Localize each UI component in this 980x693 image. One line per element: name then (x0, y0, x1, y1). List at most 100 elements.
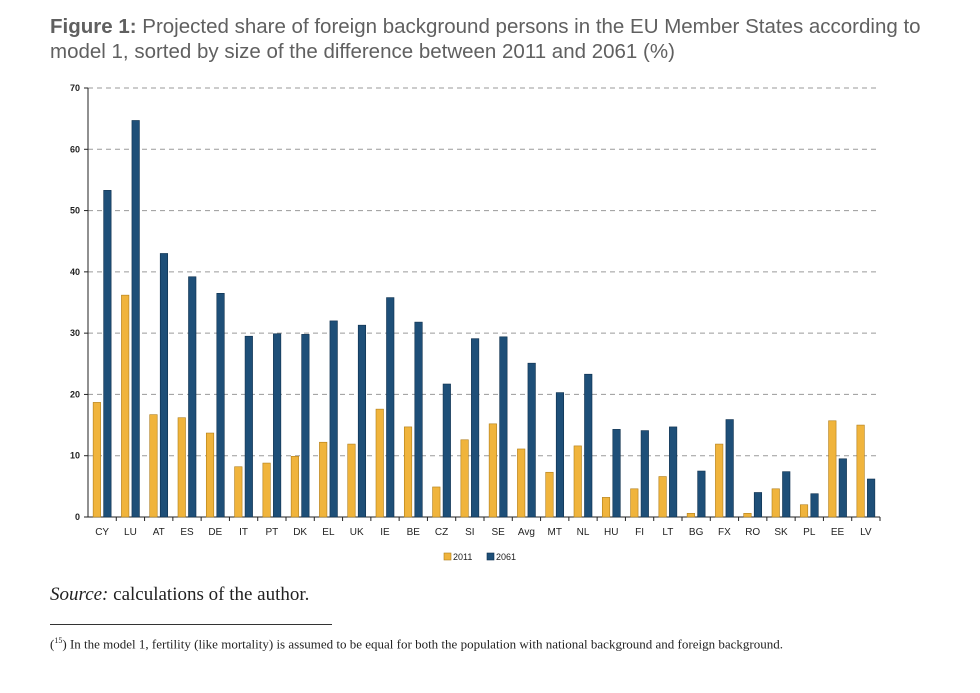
bar-2061-IE (386, 297, 395, 518)
bar-2061-BG (697, 470, 706, 518)
bar-2061-FI (640, 430, 649, 518)
bar-2061-DE (216, 293, 225, 518)
bar-2011-NL (573, 445, 582, 518)
x-category-label: EL (322, 527, 335, 538)
bar-2011-DK (290, 456, 299, 518)
x-category-label: IE (380, 527, 390, 538)
x-category-label: MT (547, 527, 561, 538)
x-category-label: PT (265, 527, 278, 538)
title-text: Projected share of foreign background pe… (50, 15, 921, 63)
bar-2061-PT (273, 333, 282, 518)
bar-2061-PL (810, 493, 819, 518)
bar-2061-CY (103, 190, 112, 518)
bar-2011-LV (856, 424, 865, 518)
x-category-label: HU (604, 527, 618, 538)
bar-2011-AT (149, 414, 158, 518)
bar-2061-LU (131, 120, 140, 518)
bar-2061-HU (612, 429, 621, 518)
legend: 2011 2061 (443, 552, 516, 562)
x-category-label: DK (293, 527, 307, 538)
bar-layer (92, 120, 876, 518)
bar-2011-DE (205, 432, 215, 518)
bar-2061-SK (782, 471, 791, 518)
bar-2061-IT (244, 335, 253, 518)
x-category-label: CY (95, 527, 109, 538)
x-category-label: SE (491, 527, 505, 538)
x-category-label: CZ (435, 527, 448, 538)
bar-2061-BE (414, 321, 423, 518)
x-category-label: SK (774, 527, 788, 538)
legend-swatch-2061 (486, 552, 495, 561)
x-category-label: BE (407, 527, 421, 538)
bar-2011-SI (460, 439, 469, 518)
bar-2011-SE (488, 423, 497, 518)
bar-2011-FX (715, 443, 724, 518)
footnote-marker: 15 (54, 636, 63, 645)
label-layer: 0 10 20 30 40 50 60 70 CY LU AT ES DE IT PT DK EL UK IE BE C… (70, 83, 872, 538)
legend-label-2061: 2061 (496, 552, 516, 562)
x-category-label: FX (718, 527, 731, 538)
bar-2011-RO (743, 513, 752, 518)
footnote: (15) In the model 1, fertility (like mor… (50, 636, 783, 652)
bar-2061-SI (471, 338, 480, 518)
x-category-label: LU (124, 527, 137, 538)
x-category-label: ES (180, 527, 194, 538)
y-tick-label: 60 (70, 144, 80, 154)
bar-2061-DK (301, 334, 310, 518)
bar-2061-Avg (527, 362, 536, 518)
bar-2061-LT (669, 426, 678, 518)
x-category-label: PL (803, 527, 816, 538)
bar-2011-UK (347, 443, 356, 518)
bar-2011-EL (319, 441, 328, 518)
bar-2011-IT (234, 466, 243, 518)
bar-2011-LU (121, 294, 130, 518)
legend-swatch-2011 (443, 552, 452, 561)
footnote-text: In the model 1, fertility (like mortalit… (66, 636, 783, 652)
bar-2061-EE (838, 458, 847, 518)
bar-2061-ES (188, 276, 197, 518)
x-category-label: UK (350, 527, 364, 538)
source-label: Source: (50, 584, 109, 605)
bar-2011-PT (262, 462, 271, 518)
bar-2011-MT (545, 471, 554, 518)
bar-2061-FX (725, 419, 734, 518)
legend-label-2011: 2011 (453, 552, 472, 562)
y-tick-label: 20 (70, 389, 80, 399)
x-category-label: LV (860, 527, 872, 538)
bar-2061-UK (357, 324, 367, 518)
bar-2011-ES (177, 417, 186, 518)
x-category-label: IT (239, 527, 248, 538)
bar-2011-BE (403, 426, 413, 518)
x-category-label: LT (662, 527, 673, 538)
y-tick-label: 50 (70, 206, 80, 216)
x-category-label: BG (689, 527, 704, 538)
bar-2011-CY (92, 402, 101, 518)
x-category-label: SI (465, 527, 474, 538)
chart-title: Figure 1: Projected share of foreign bac… (50, 14, 950, 64)
x-category-label: Avg (518, 527, 535, 538)
y-tick-label: 30 (70, 328, 80, 338)
bar-2061-AT (159, 253, 169, 518)
bar-2061-MT (555, 392, 565, 518)
bar-2061-SE (499, 336, 508, 518)
bar-2061-LV (867, 478, 876, 518)
grid-layer (88, 87, 880, 457)
source-note: Source: calculations of the author. (50, 584, 309, 606)
source-text: calculations of the author. (108, 584, 310, 605)
bar-2011-EE (828, 420, 837, 518)
bar-2061-CZ (442, 383, 451, 518)
x-category-label: AT (153, 527, 165, 538)
y-tick-label: 0 (75, 512, 80, 522)
bar-2011-FI (630, 488, 639, 518)
y-tick-label: 10 (70, 451, 80, 461)
y-tick-label: 70 (70, 83, 80, 93)
bar-2011-SK (771, 488, 780, 518)
x-category-label: NL (577, 527, 590, 538)
y-tick-label: 40 (70, 267, 80, 277)
bar-2011-Avg (517, 448, 526, 518)
bar-2011-IE (375, 408, 384, 518)
bar-2011-CZ (432, 486, 441, 518)
bar-2011-LT (658, 476, 667, 518)
x-category-label: RO (745, 527, 760, 538)
axis-layer (84, 87, 881, 521)
